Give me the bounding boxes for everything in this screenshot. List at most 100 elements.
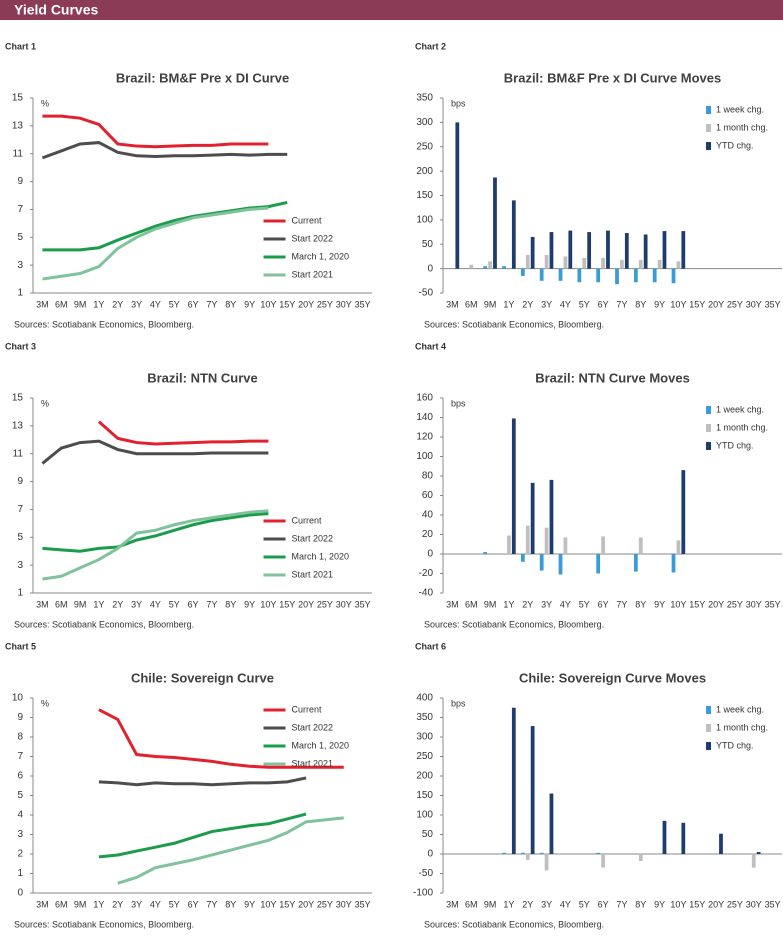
y-tick-label: 250 <box>416 751 433 762</box>
x-tick-label: 3Y <box>131 599 142 609</box>
bar <box>544 854 549 871</box>
legend-label: YTD chg. <box>716 140 754 150</box>
bar <box>502 852 506 854</box>
x-tick-label: 25Y <box>317 599 333 609</box>
bar <box>563 256 568 269</box>
y-tick-label: 3 <box>17 560 23 571</box>
source-note: Sources: Scotiabank Economics, Bloomberg… <box>14 319 194 329</box>
x-tick-label: 10Y <box>670 899 686 909</box>
x-tick-label: 7Y <box>206 299 217 309</box>
chart-title: Chile: Sovereign Curve <box>131 670 274 685</box>
x-tick-label: 6M <box>55 299 68 309</box>
x-tick-label: 25Y <box>727 599 743 609</box>
x-tick-label: 20Y <box>708 299 724 309</box>
legend-label: Current <box>292 215 323 225</box>
bar <box>643 234 648 269</box>
bar <box>756 852 761 854</box>
source-note: Sources: Scotiabank Economics, Bloomberg… <box>424 319 604 329</box>
legend-label: Start 2022 <box>292 722 334 732</box>
y-tick-label: 120 <box>416 432 433 443</box>
x-tick-label: 1Y <box>503 599 514 609</box>
source-note: Sources: Scotiabank Economics, Bloomberg… <box>424 919 604 929</box>
x-tick-label: 9M <box>484 899 497 909</box>
x-tick-label: 9Y <box>244 299 255 309</box>
y-tick-label: 100 <box>416 215 433 226</box>
legend-label: YTD chg. <box>716 440 754 450</box>
bar <box>507 535 511 554</box>
bar <box>596 852 601 854</box>
x-tick-label: 3Y <box>131 899 142 909</box>
y-tick-label: 250 <box>416 141 433 152</box>
x-tick-label: 6M <box>465 599 478 609</box>
x-tick-label: 30Y <box>336 299 352 309</box>
series-line <box>42 512 269 553</box>
x-tick-label: 6Y <box>188 599 199 609</box>
x-tick-label: 6M <box>465 299 478 309</box>
x-tick-label: 8Y <box>635 899 646 909</box>
x-tick-label: 7Y <box>616 299 627 309</box>
bar <box>582 257 587 269</box>
legend-label: Start 2022 <box>292 533 334 543</box>
y-tick-label: 300 <box>416 732 433 743</box>
y-tick-label: 8 <box>17 732 23 743</box>
series-line <box>42 114 269 149</box>
bar <box>671 268 676 284</box>
x-tick-label: 5Y <box>579 899 590 909</box>
source-note: Sources: Scotiabank Economics, Bloomberg… <box>14 619 194 629</box>
y-tick-label: 50 <box>422 239 434 250</box>
y-tick-label: 5 <box>17 232 23 243</box>
x-tick-label: 3M <box>36 599 49 609</box>
x-tick-label: 9Y <box>244 599 255 609</box>
x-tick-label: 3Y <box>131 299 142 309</box>
x-tick-label: 8Y <box>635 299 646 309</box>
y-tick-label: 50 <box>422 829 434 840</box>
y-tick-label: 80 <box>422 471 434 482</box>
legend-label: Current <box>292 515 323 525</box>
bar <box>601 854 605 868</box>
bar <box>525 854 530 860</box>
bar <box>525 254 530 269</box>
y-tick-label: 200 <box>416 771 433 782</box>
y-tick-label: 20 <box>422 529 434 540</box>
x-tick-label: 3Y <box>541 599 552 609</box>
legend-swatch <box>706 142 712 150</box>
y-tick-label: 9 <box>17 176 23 187</box>
bar <box>520 268 525 276</box>
bar <box>662 231 667 269</box>
page-title: Yield Curves <box>14 2 99 18</box>
x-tick-label: 25Y <box>727 899 743 909</box>
legend-swatch <box>706 124 712 132</box>
y-tick-label: 7 <box>17 504 23 515</box>
x-tick-label: 25Y <box>317 299 333 309</box>
y-tick-label: -50 <box>419 868 434 879</box>
bar <box>601 257 605 269</box>
x-tick-label: 5Y <box>579 599 590 609</box>
bar <box>549 479 554 554</box>
y-tick-label: -50 <box>419 288 434 299</box>
bar <box>539 852 544 854</box>
x-tick-label: 10Y <box>260 299 276 309</box>
x-tick-label: 2Y <box>112 599 123 609</box>
series-line <box>97 420 269 446</box>
y-tick-label: 0 <box>17 888 23 899</box>
x-tick-label: 15Y <box>279 299 295 309</box>
series-line <box>98 776 307 787</box>
legend-label: March 1, 2020 <box>292 251 350 261</box>
x-tick-label: 35Y <box>765 599 781 609</box>
x-tick-label: 20Y <box>708 899 724 909</box>
x-tick-label: 1Y <box>93 599 104 609</box>
x-tick-label: 3M <box>36 299 49 309</box>
x-tick-label: 4Y <box>560 899 571 909</box>
bar <box>511 200 516 269</box>
y-tick-label: 7 <box>17 204 23 215</box>
bar <box>657 259 662 269</box>
bar <box>483 552 488 554</box>
source-note: Sources: Scotiabank Economics, Bloomberg… <box>14 919 194 929</box>
x-tick-label: 1Y <box>503 299 514 309</box>
x-tick-label: 4Y <box>150 899 161 909</box>
x-tick-label: 15Y <box>279 599 295 609</box>
bar <box>544 254 549 269</box>
chart-label: Chart 1 <box>5 41 36 51</box>
y-tick-label: 2 <box>17 849 23 860</box>
legend-label: 1 week chg. <box>716 104 764 114</box>
